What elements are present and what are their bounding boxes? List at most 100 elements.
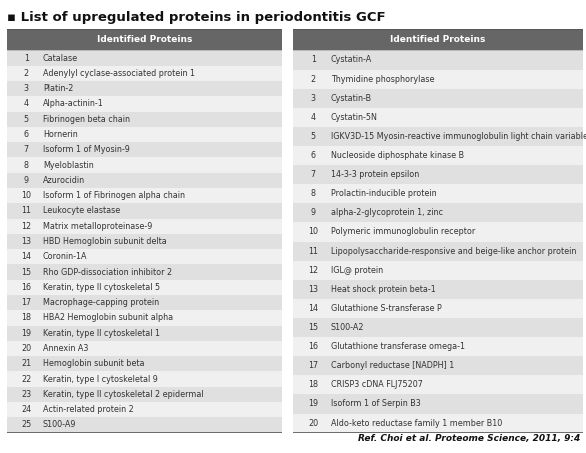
Text: Keratin, type I cytoskeletal 9: Keratin, type I cytoskeletal 9 — [43, 375, 158, 384]
Bar — [293, 337, 583, 356]
Bar — [293, 241, 583, 260]
Text: Keratin, type II cytoskeletal 5: Keratin, type II cytoskeletal 5 — [43, 283, 160, 292]
Text: 11: 11 — [308, 246, 318, 255]
Bar — [7, 387, 282, 402]
Bar — [7, 203, 282, 219]
Text: 25: 25 — [21, 420, 32, 429]
Text: 14: 14 — [21, 252, 31, 261]
Bar — [7, 173, 282, 188]
Text: 18: 18 — [21, 313, 31, 323]
Text: Macrophage-capping protein: Macrophage-capping protein — [43, 298, 159, 307]
Bar — [7, 96, 282, 111]
Bar — [7, 29, 282, 50]
Text: Identified Proteins: Identified Proteins — [97, 35, 192, 44]
Text: 9: 9 — [24, 176, 29, 185]
Text: 22: 22 — [21, 375, 32, 384]
Bar — [293, 414, 583, 433]
Text: Isoform 1 of Serpin B3: Isoform 1 of Serpin B3 — [331, 400, 421, 409]
Text: S100-A9: S100-A9 — [43, 420, 76, 429]
Bar — [293, 184, 583, 203]
Text: 13: 13 — [308, 285, 318, 294]
Text: 17: 17 — [308, 361, 318, 370]
Bar — [7, 402, 282, 417]
Text: ▪ List of upregulated proteins in periodontitis GCF: ▪ List of upregulated proteins in period… — [7, 11, 386, 24]
Bar — [293, 108, 583, 127]
Text: 16: 16 — [21, 283, 31, 292]
Text: Isoform 1 of Fibrinogen alpha chain: Isoform 1 of Fibrinogen alpha chain — [43, 191, 185, 200]
Text: 1: 1 — [311, 55, 316, 64]
Text: 9: 9 — [311, 208, 316, 217]
Text: 10: 10 — [21, 191, 31, 200]
Bar — [7, 66, 282, 81]
Bar — [7, 326, 282, 341]
Text: Myeloblastin: Myeloblastin — [43, 160, 94, 169]
Text: IGKV3D-15 Myosin-reactive immunoglobulin light chain variable region: IGKV3D-15 Myosin-reactive immunoglobulin… — [331, 132, 586, 141]
Text: HBA2 Hemoglobin subunit alpha: HBA2 Hemoglobin subunit alpha — [43, 313, 173, 323]
Bar — [293, 356, 583, 375]
Text: 3: 3 — [311, 94, 316, 103]
Text: 5: 5 — [24, 115, 29, 124]
Bar — [7, 295, 282, 310]
Text: IGL@ protein: IGL@ protein — [331, 265, 383, 275]
Text: Nucleoside diphosphate kinase B: Nucleoside diphosphate kinase B — [331, 151, 464, 160]
Bar — [7, 310, 282, 326]
Text: Coronin-1A: Coronin-1A — [43, 252, 87, 261]
Text: 18: 18 — [308, 381, 318, 389]
Text: Leukocyte elastase: Leukocyte elastase — [43, 207, 120, 216]
Text: Fibrinogen beta chain: Fibrinogen beta chain — [43, 115, 130, 124]
Text: Carbonyl reductase [NADPH] 1: Carbonyl reductase [NADPH] 1 — [331, 361, 454, 370]
Text: Hornerin: Hornerin — [43, 130, 77, 139]
Text: Aldo-keto reductase family 1 member B10: Aldo-keto reductase family 1 member B10 — [331, 419, 502, 428]
Bar — [7, 249, 282, 265]
Bar — [293, 318, 583, 337]
Text: 6: 6 — [24, 130, 29, 139]
Bar — [7, 142, 282, 158]
Text: 8: 8 — [311, 189, 316, 198]
Text: Actin-related protein 2: Actin-related protein 2 — [43, 405, 134, 414]
Text: 21: 21 — [21, 359, 32, 368]
Text: Keratin, type II cytoskeletal 1: Keratin, type II cytoskeletal 1 — [43, 329, 160, 338]
Text: 8: 8 — [24, 160, 29, 169]
Bar — [7, 158, 282, 173]
Text: 11: 11 — [21, 207, 31, 216]
Text: Polymeric immunoglobulin receptor: Polymeric immunoglobulin receptor — [331, 227, 475, 236]
Text: 6: 6 — [311, 151, 316, 160]
Bar — [7, 111, 282, 127]
Bar — [7, 265, 282, 280]
Bar — [293, 29, 583, 50]
Text: 16: 16 — [308, 342, 318, 351]
Bar — [293, 69, 583, 89]
Text: Heat shock protein beta-1: Heat shock protein beta-1 — [331, 285, 435, 294]
Text: 19: 19 — [21, 329, 32, 338]
Text: Glutathione S-transferase P: Glutathione S-transferase P — [331, 304, 441, 313]
Text: Azurocidin: Azurocidin — [43, 176, 85, 185]
Text: Adenylyl cyclase-associated protein 1: Adenylyl cyclase-associated protein 1 — [43, 69, 195, 78]
Text: Rho GDP-dissociation inhibitor 2: Rho GDP-dissociation inhibitor 2 — [43, 268, 172, 277]
Text: 3: 3 — [24, 84, 29, 93]
Text: Lipopolysaccharide-responsive and beige-like anchor protein: Lipopolysaccharide-responsive and beige-… — [331, 246, 576, 255]
Text: 13: 13 — [21, 237, 31, 246]
Bar — [7, 219, 282, 234]
Bar — [7, 280, 282, 295]
Text: 19: 19 — [308, 400, 318, 409]
Bar — [293, 50, 583, 69]
Text: 17: 17 — [21, 298, 32, 307]
Text: alpha-2-glycoprotein 1, zinc: alpha-2-glycoprotein 1, zinc — [331, 208, 442, 217]
Bar — [293, 146, 583, 165]
Bar — [293, 395, 583, 414]
Bar — [7, 371, 282, 387]
Text: Platin-2: Platin-2 — [43, 84, 73, 93]
Bar — [7, 50, 282, 66]
Text: 1: 1 — [24, 53, 29, 63]
Bar — [293, 89, 583, 108]
Bar — [7, 188, 282, 203]
Text: Annexin A3: Annexin A3 — [43, 344, 88, 353]
Text: 12: 12 — [21, 222, 32, 231]
Text: 15: 15 — [21, 268, 32, 277]
Text: 5: 5 — [311, 132, 316, 141]
Text: Matrix metalloproteinase-9: Matrix metalloproteinase-9 — [43, 222, 152, 231]
Text: 23: 23 — [21, 390, 32, 399]
Text: 14-3-3 protein epsilon: 14-3-3 protein epsilon — [331, 170, 419, 179]
Text: Glutathione transferase omega-1: Glutathione transferase omega-1 — [331, 342, 465, 351]
Bar — [293, 203, 583, 222]
